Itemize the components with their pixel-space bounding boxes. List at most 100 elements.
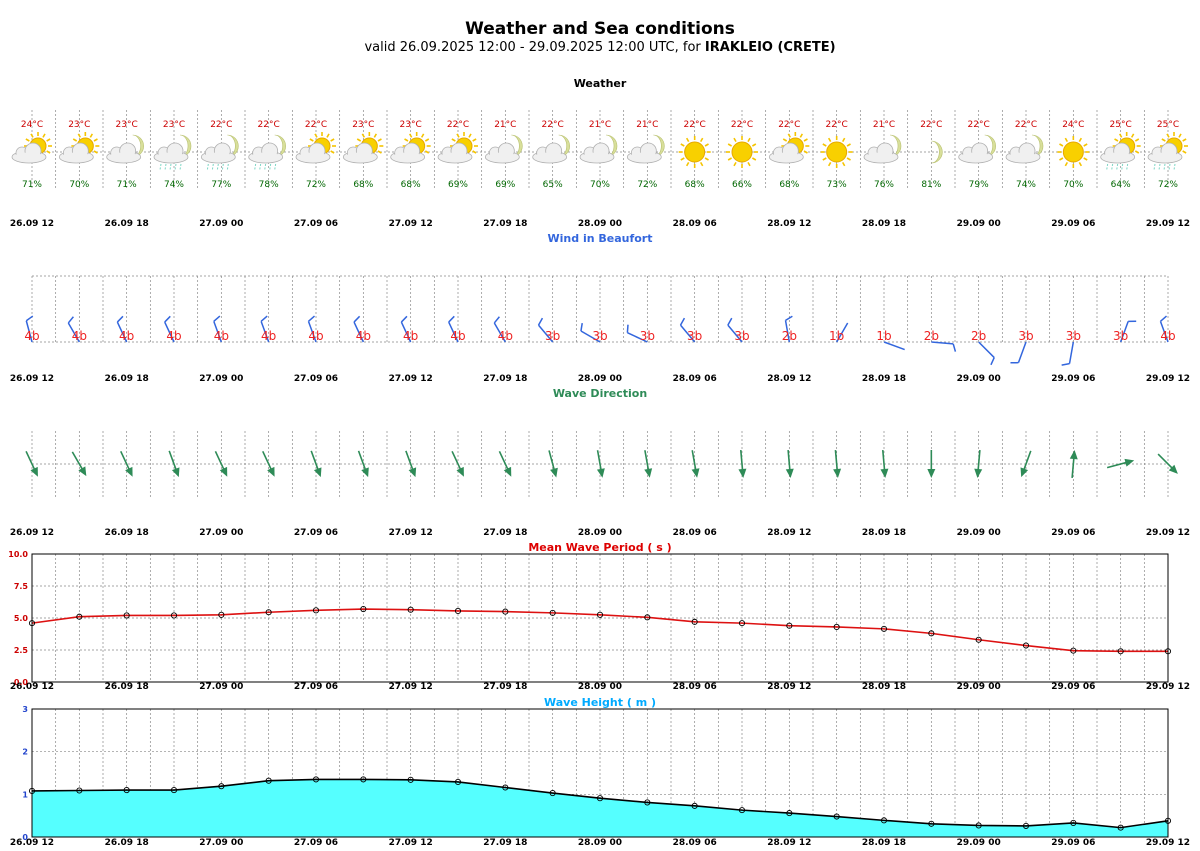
humidity-label: 66%	[732, 180, 752, 190]
temperature-label: 23°C	[163, 120, 185, 130]
x-tick-label: 29.09 06	[1051, 528, 1095, 538]
beaufort-label: 4b	[72, 329, 87, 343]
wave-height-point	[833, 813, 840, 820]
wave-period-y-tick-label: 7.5	[14, 582, 29, 591]
temperature-label: 22°C	[447, 120, 469, 130]
beaufort-label: 1b	[829, 329, 844, 343]
wave-height-point	[454, 778, 462, 786]
x-tick-label: 28.09 00	[578, 682, 622, 692]
temperature-label: 22°C	[258, 120, 280, 130]
wave-period-point	[454, 607, 462, 615]
wave-height-title: Wave Height ( m )	[544, 696, 656, 709]
wave-direction-arrow	[691, 450, 700, 478]
humidity-label: 73%	[827, 180, 847, 190]
temperature-label: 22°C	[731, 120, 753, 130]
wave-direction-arrow	[596, 450, 605, 478]
humidity-label: 72%	[1158, 180, 1178, 190]
wave-height-point	[1022, 822, 1030, 829]
x-tick-label: 28.09 12	[767, 528, 811, 538]
x-tick-label: 27.09 18	[483, 374, 527, 384]
x-tick-label: 27.09 12	[389, 682, 433, 692]
x-tick-label: 29.09 06	[1051, 374, 1095, 384]
wave-direction-arrow	[1020, 450, 1032, 478]
beaufort-label: 4b	[308, 329, 323, 343]
wind-grid	[31, 276, 1169, 342]
wave-period-point	[1070, 647, 1077, 654]
wave-period-point	[123, 612, 130, 619]
x-tick-label: 26.09 12	[10, 838, 54, 848]
x-tick-label: 27.09 00	[199, 219, 243, 229]
beaufort-label: 1b	[876, 329, 891, 343]
wind-title: Wind in Beaufort	[548, 232, 653, 245]
humidity-label: 65%	[543, 180, 563, 190]
wind-barb	[164, 315, 175, 343]
wave-height-point	[928, 820, 935, 827]
x-tick-label: 26.09 12	[10, 219, 54, 229]
x-tick-label: 29.09 12	[1146, 374, 1190, 384]
wave-height-point	[360, 776, 367, 783]
temperature-label: 22°C	[210, 120, 232, 130]
x-tick-label: 27.09 06	[294, 374, 338, 384]
wind-barb	[784, 315, 793, 343]
wave-direction-arrow	[25, 450, 38, 477]
x-tick-label: 27.09 00	[199, 838, 243, 848]
wave-direction-arrow	[71, 451, 87, 477]
wave-period-point	[880, 625, 888, 632]
humidity-label: 70%	[590, 180, 610, 190]
beaufort-label: 3b	[687, 329, 702, 343]
beaufort-label: 4b	[403, 329, 418, 343]
sun-cloud-icon	[437, 132, 478, 164]
temperature-label: 21°C	[873, 120, 895, 130]
wave-period-point	[360, 605, 367, 613]
humidity-label: 70%	[1063, 180, 1083, 190]
wave-period-point	[502, 608, 509, 615]
humidity-label: 72%	[637, 180, 657, 190]
x-tick-label: 27.09 06	[294, 838, 338, 848]
sun-icon	[1057, 136, 1090, 168]
beaufort-label: 4b	[166, 329, 181, 343]
wind-barb	[25, 315, 34, 343]
beaufort-label: 3b	[1113, 329, 1128, 343]
wave-direction-arrow	[880, 449, 889, 478]
wave-direction-arrow	[927, 450, 936, 478]
sun-cloud-icon	[390, 132, 431, 164]
beaufort-label: 3b	[1066, 329, 1081, 343]
wave-period-point	[691, 618, 698, 625]
temperature-label: 23°C	[352, 120, 374, 130]
x-tick-label: 27.09 06	[294, 528, 338, 538]
temperature-label: 22°C	[684, 120, 706, 130]
moon-cloud-icon	[863, 134, 902, 164]
x-tick-label: 29.09 00	[957, 528, 1001, 538]
temperature-label: 21°C	[494, 120, 516, 130]
moon-cloud-icon	[1005, 134, 1044, 164]
beaufort-label: 3b	[592, 329, 607, 343]
x-tick-label: 27.09 18	[483, 682, 527, 692]
temperature-label: 23°C	[116, 120, 138, 130]
x-tick-label: 26.09 18	[105, 528, 149, 538]
wave-period-point	[928, 630, 935, 637]
wave-period-point	[549, 609, 556, 616]
x-tick-label: 27.09 06	[294, 682, 338, 692]
wave-height-point	[975, 822, 982, 829]
x-tick-label: 27.09 00	[199, 682, 243, 692]
humidity-label: 77%	[211, 180, 231, 190]
wave-direction-arrow	[357, 450, 369, 478]
wave-height-point	[644, 799, 651, 806]
temperature-label: 24°C	[21, 120, 43, 130]
wind-barb	[448, 315, 459, 343]
sun-cloud-rain-icon	[1147, 132, 1188, 171]
x-tick-label: 29.09 00	[957, 219, 1001, 229]
beaufort-label: 3b	[1018, 329, 1033, 343]
wave-period-point	[644, 614, 651, 621]
x-tick-label: 29.09 00	[957, 682, 1001, 692]
wave-height-point	[407, 776, 414, 783]
x-tick-label: 26.09 12	[10, 374, 54, 384]
x-tick-label: 27.09 12	[389, 374, 433, 384]
humidity-label: 68%	[353, 180, 373, 190]
wave-period-point	[786, 622, 793, 629]
wave-period-point	[218, 611, 225, 618]
x-tick-label: 27.09 12	[389, 219, 433, 229]
wave-period-point	[975, 636, 982, 643]
wave-height-point	[123, 787, 130, 794]
